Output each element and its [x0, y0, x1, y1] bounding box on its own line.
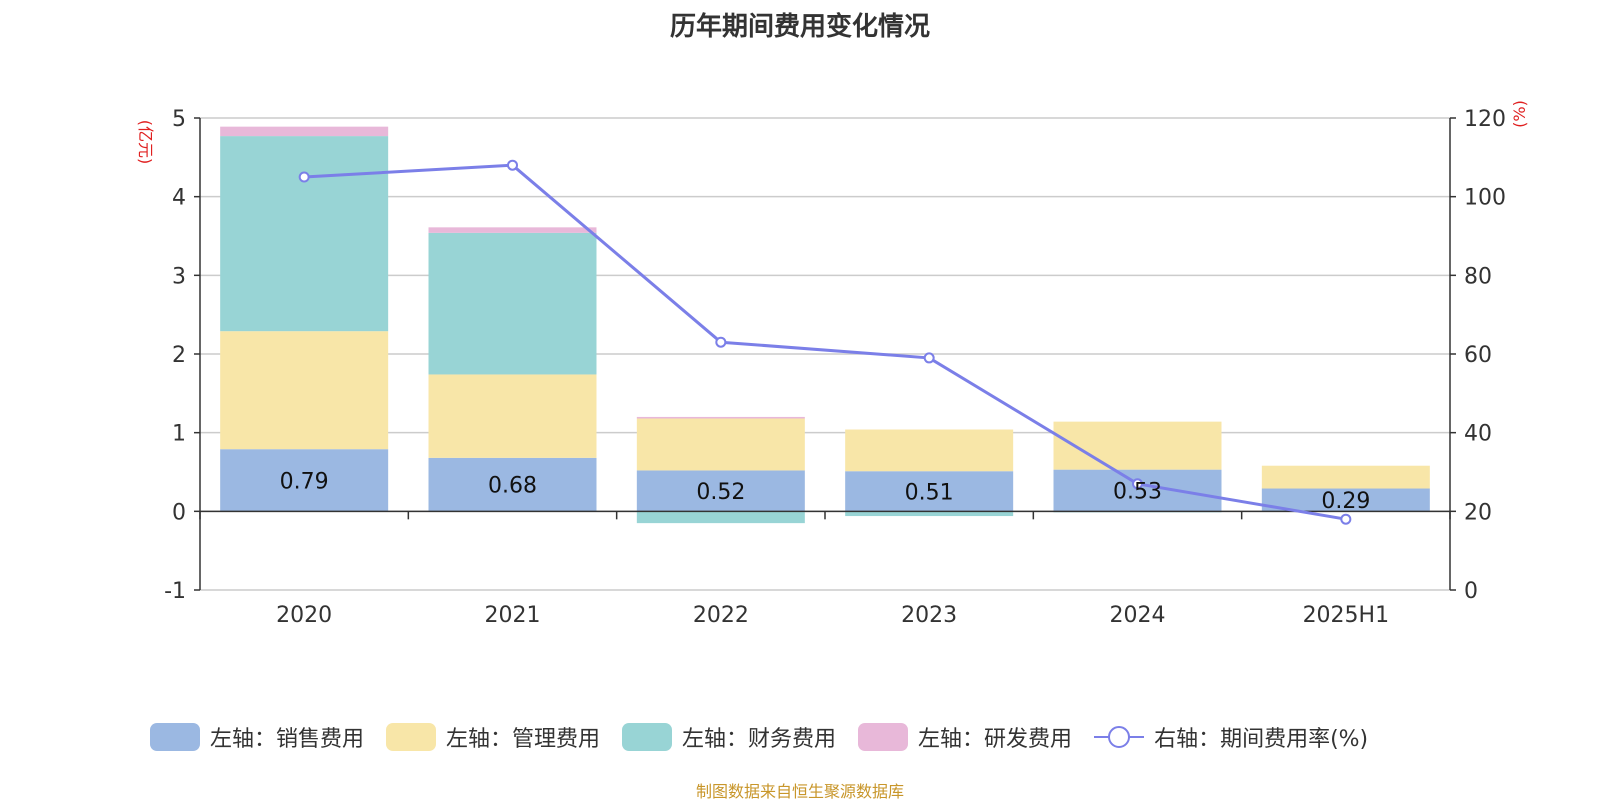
legend-swatch-admin [386, 723, 437, 751]
bar-2025H1-series-0 [1261, 488, 1430, 512]
right-tick-label: 60 [1464, 343, 1492, 368]
right-tick-label: 20 [1464, 500, 1492, 525]
data-label-sales-2024: 0.53 [1113, 479, 1162, 504]
legend-label-sales: 左轴：销售费用 [210, 727, 365, 752]
rate-point-2022 [715, 336, 727, 348]
data-label-sales-2020: 0.79 [280, 469, 329, 494]
legend-label-admin: 左轴：管理费用 [446, 727, 601, 752]
right-axis-unit: (%) [1510, 100, 1529, 128]
rate-point-2025H1 [1340, 513, 1352, 525]
left-tick-label: 1 [172, 422, 186, 447]
data-label-sales-2025H1: 0.29 [1321, 489, 1370, 514]
legend-line-icon [1094, 726, 1145, 748]
rate-point-2020 [298, 171, 310, 183]
bar-2025H1-series-1 [1261, 465, 1430, 489]
bars [220, 126, 1430, 524]
legend-item-admin[interactable]: 左轴：管理费用 [386, 721, 600, 753]
left-tick-label: -1 [164, 579, 186, 604]
bar-2022-series-1 [636, 418, 805, 471]
bar-2020-series-0 [220, 449, 389, 512]
x-tick-label: 2025H1 [1303, 603, 1390, 628]
bar-2023-series-2 [845, 511, 1014, 517]
data-label-sales-2023: 0.51 [905, 480, 954, 505]
bar-2022-series-2 [636, 511, 805, 524]
right-tick-label: 80 [1464, 264, 1492, 289]
left-tick-label: 2 [172, 343, 186, 368]
legend-item-finance[interactable]: 左轴：财务费用 [622, 721, 836, 753]
rate-polyline [304, 163, 1347, 521]
bar-2021-series-0 [428, 457, 597, 512]
bar-2024-series-1 [1053, 421, 1222, 470]
x-tick-label: 2022 [693, 603, 749, 628]
legend-label-rnd: 左轴：研发费用 [918, 727, 1073, 752]
bar-2020-series-2 [220, 136, 389, 332]
bar-2020-series-1 [220, 331, 389, 450]
right-tick-label: 0 [1464, 579, 1478, 604]
bar-2022-series-3 [636, 416, 805, 419]
left-axis-unit: (亿元) [136, 120, 155, 165]
x-tick-label: 2023 [901, 603, 957, 628]
bar-2021-series-2 [428, 232, 597, 375]
legend-label-rate: 右轴：期间费用率(%) [1154, 727, 1369, 752]
legend-item-sales[interactable]: 左轴：销售费用 [150, 721, 364, 753]
legend-swatch-sales [150, 723, 200, 751]
left-tick-label: 4 [172, 186, 186, 211]
x-tick-label: 2020 [276, 603, 332, 628]
left-tick-label: 0 [172, 500, 186, 525]
legend: 左轴：销售费用 左轴：管理费用 左轴：财务费用 左轴：研发费用 右轴：期间费用率… [150, 720, 1390, 754]
x-tick-label: 2024 [1110, 603, 1166, 628]
bar-2022-series-0 [636, 470, 805, 512]
data-label-sales-2021: 0.68 [488, 474, 537, 499]
bar-2021-series-1 [428, 374, 597, 458]
rate-point-2021 [507, 159, 518, 171]
right-tick-label: 120 [1464, 107, 1506, 132]
rate-line [298, 159, 1352, 525]
legend-item-rnd[interactable]: 左轴：研发费用 [858, 721, 1072, 753]
x-tick-label: 2021 [485, 603, 541, 628]
legend-item-rate[interactable]: 右轴：期间费用率(%) [1094, 721, 1368, 753]
chart-title: 历年期间费用变化情况 [669, 12, 930, 42]
source-note: 制图数据来自恒生聚源数据库 [695, 782, 904, 801]
bar-2023-series-1 [845, 429, 1014, 472]
bar-2024-series-0 [1053, 469, 1222, 512]
data-label-sales-2022: 0.52 [696, 480, 745, 505]
right-tick-label: 100 [1464, 186, 1506, 211]
rate-point-2024 [1132, 478, 1143, 490]
bar-2023-series-0 [845, 471, 1014, 512]
right-tick-label: 40 [1464, 422, 1492, 447]
axes: -1 0 1 2 3 4 5 0 20 40 60 80 100 120 2020 2021 2022 2023 2… [136, 100, 1529, 628]
rate-point-2023 [923, 352, 935, 364]
bar-2021-series-3 [428, 227, 597, 233]
bar-2020-series-3 [220, 126, 389, 137]
data-labels: 0.79 0.68 0.52 0.51 0.53 0.29 [280, 469, 1371, 514]
legend-label-finance: 左轴：财务费用 [682, 727, 837, 752]
legend-swatch-rnd [858, 723, 909, 751]
legend-swatch-finance [622, 723, 673, 751]
left-tick-label: 3 [172, 264, 186, 289]
left-tick-label: 5 [172, 107, 186, 132]
